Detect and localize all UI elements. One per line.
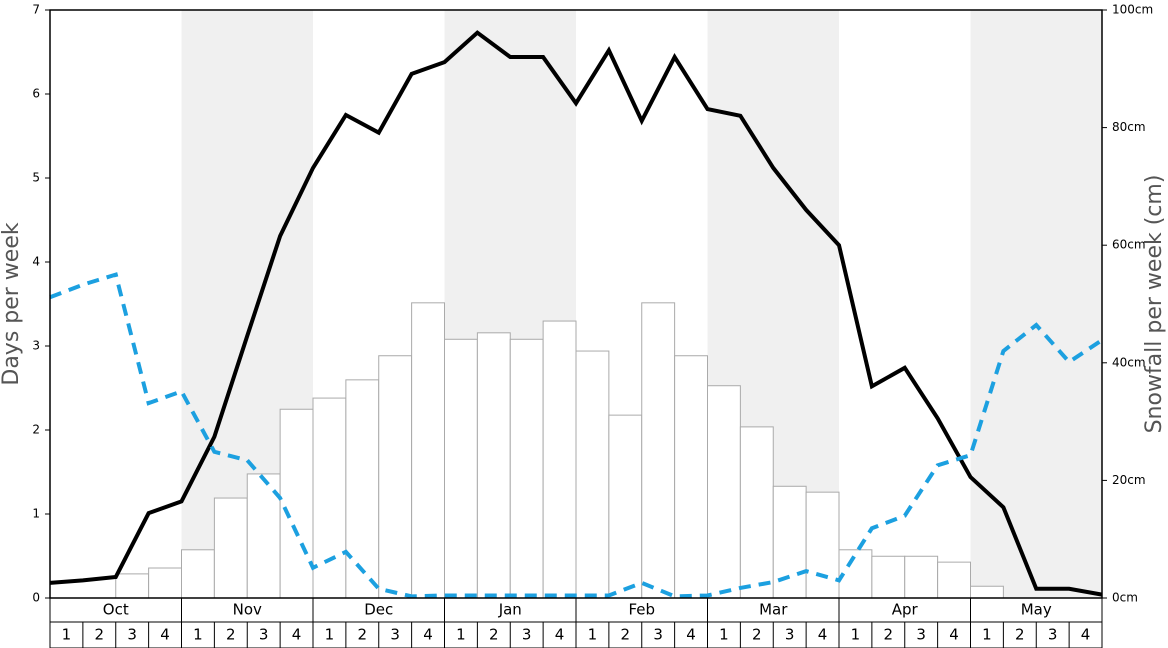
snowfall-bar (904, 555, 939, 599)
y-tick-label: 1 (32, 507, 40, 521)
week-label: 4 (292, 626, 302, 644)
week-label: 3 (653, 626, 663, 644)
y2-tick-label: 20cm (1112, 473, 1146, 487)
y2-tick-label: 80cm (1112, 120, 1146, 134)
snowfall-bar (476, 332, 511, 599)
y-tick-label: 6 (32, 87, 40, 101)
snowfall-bar (970, 585, 1004, 599)
week-label: 3 (1048, 626, 1058, 644)
week-label: 3 (259, 626, 269, 644)
snowfall-bar (312, 397, 347, 599)
snowfall-bar (542, 320, 577, 599)
snowfall-bar (115, 573, 150, 599)
month-label: Apr (892, 601, 919, 619)
y-tick-label: 7 (32, 3, 40, 17)
month-label: Mar (759, 601, 788, 619)
snowfall-bar (181, 549, 215, 599)
week-label: 2 (884, 626, 894, 644)
snowfall-bar (707, 385, 741, 599)
week-label: 1 (851, 626, 861, 644)
week-label: 1 (325, 626, 335, 644)
week-label: 3 (916, 626, 926, 644)
month-label: May (1021, 601, 1052, 619)
month-label: Jan (498, 601, 522, 619)
month-label: Nov (233, 601, 262, 619)
week-label: 2 (358, 626, 368, 644)
y2-axis-label: Snowfall per week (cm) (1142, 175, 1167, 434)
snowfall-bar (608, 414, 643, 599)
y2-tick-label: 100cm (1112, 3, 1153, 17)
snowfall-bar (937, 561, 971, 599)
week-label: 1 (588, 626, 598, 644)
week-label: 2 (95, 626, 105, 644)
y-tick-label: 4 (32, 255, 40, 269)
snowfall-bar (641, 302, 676, 599)
week-label: 4 (1081, 626, 1091, 644)
y-tick-label: 2 (32, 423, 40, 437)
week-label: 2 (226, 626, 236, 644)
snowfall-bar (213, 497, 248, 599)
month-shade (970, 10, 1102, 598)
week-label: 2 (621, 626, 631, 644)
snowfall-bar (509, 338, 544, 599)
week-label: 2 (489, 626, 499, 644)
week-label: 3 (522, 626, 532, 644)
week-label: 1 (719, 626, 729, 644)
solid-line (49, 30, 1103, 597)
week-label: 1 (982, 626, 992, 644)
week-label: 3 (785, 626, 795, 644)
week-label: 1 (456, 626, 466, 644)
week-label: 4 (949, 626, 959, 644)
week-label: 3 (127, 626, 137, 644)
month-label: Oct (103, 601, 129, 619)
dashed-line (49, 272, 1104, 599)
month-label: Feb (628, 601, 655, 619)
week-label: 1 (62, 626, 72, 644)
snowfall-bar (674, 355, 708, 599)
snowfall-bar (575, 350, 610, 599)
y-axis-label: Days per week (0, 222, 24, 385)
snowfall-bar (279, 408, 314, 599)
week-label: 4 (686, 626, 696, 644)
y2-tick-label: 0cm (1112, 591, 1138, 605)
month-label: Dec (364, 601, 393, 619)
snowfall-bar (871, 555, 906, 599)
week-label: 4 (160, 626, 170, 644)
week-label: 4 (555, 626, 565, 644)
week-label: 3 (390, 626, 400, 644)
week-label: 1 (193, 626, 203, 644)
y-tick-label: 3 (32, 339, 40, 353)
snowfall-bar (772, 485, 807, 599)
y-tick-label: 5 (32, 171, 40, 185)
week-label: 4 (423, 626, 433, 644)
week-label: 4 (818, 626, 828, 644)
week-label: 2 (752, 626, 762, 644)
snowfall-bar (345, 379, 380, 599)
y2-tick-label: 40cm (1112, 355, 1146, 369)
snowfall-bar (739, 426, 774, 599)
snowfall-bar (378, 355, 413, 599)
y2-tick-label: 60cm (1112, 238, 1146, 252)
y-tick-label: 0 (32, 591, 40, 605)
snowfall-bar (444, 338, 478, 599)
snowfall-bar (805, 491, 840, 599)
snowfall-bar (148, 567, 182, 599)
week-label: 2 (1015, 626, 1025, 644)
snowfall-bar (411, 302, 445, 599)
